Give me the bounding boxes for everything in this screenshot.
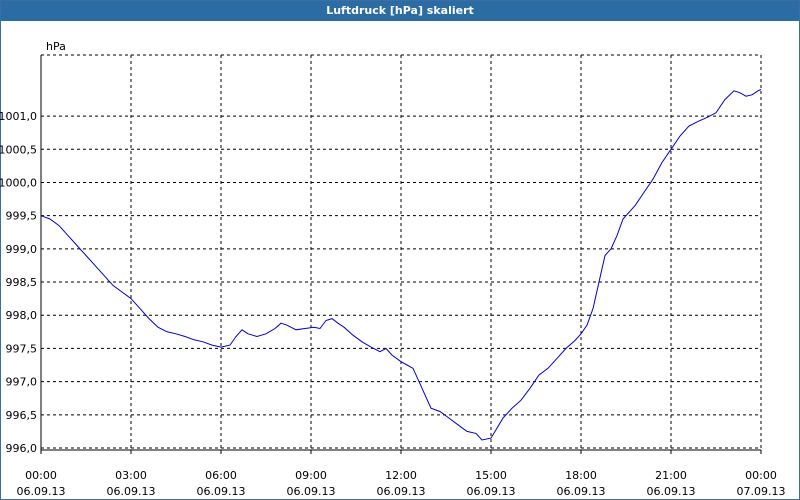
x-tick-time-label: 12:00 xyxy=(385,469,417,482)
y-tick-label: 1001,0 xyxy=(0,110,37,123)
y-tick-label: 998,5 xyxy=(6,276,38,289)
y-tick-label: 1000,5 xyxy=(0,143,37,156)
x-tick-date-label: 06.09.13 xyxy=(647,485,696,498)
series-layer xyxy=(40,89,762,441)
x-tick-time-label: 06:00 xyxy=(205,469,237,482)
y-tick-label: 999,5 xyxy=(6,210,38,223)
x-tick-time-label: 00:00 xyxy=(745,469,777,482)
x-tick-date-label: 06.09.13 xyxy=(197,485,246,498)
y-axis-unit-label: hPa xyxy=(46,40,66,53)
x-tick-time-label: 00:00 xyxy=(25,469,57,482)
chart-title: Luftdruck [hPa] skaliert xyxy=(1,1,799,21)
x-tick-time-label: 18:00 xyxy=(565,469,597,482)
pressure-series-line xyxy=(40,89,762,441)
y-tick-label: 999,0 xyxy=(6,243,38,256)
x-tick-time-label: 09:00 xyxy=(295,469,327,482)
y-tick-label: 1000,0 xyxy=(0,176,37,189)
y-tick-label: 997,0 xyxy=(6,376,38,389)
x-tick-time-label: 03:00 xyxy=(115,469,147,482)
x-tick-date-label: 07.09.13 xyxy=(737,485,786,498)
tick-label-layer: 996,0 996,5 997,0 997,5 998,0 998,5 999,0 999,5… xyxy=(0,110,785,498)
y-tick-label: 996,0 xyxy=(6,442,38,455)
x-tick-time-label: 15:00 xyxy=(475,469,507,482)
x-tick-date-label: 06.09.13 xyxy=(377,485,426,498)
x-tick-date-label: 06.09.13 xyxy=(17,485,66,498)
x-tick-date-label: 06.09.13 xyxy=(107,485,156,498)
x-tick-date-label: 06.09.13 xyxy=(557,485,606,498)
x-tick-date-label: 06.09.13 xyxy=(287,485,336,498)
x-tick-time-label: 21:00 xyxy=(655,469,687,482)
y-tick-label: 996,5 xyxy=(6,409,38,422)
x-tick-date-label: 06.09.13 xyxy=(467,485,516,498)
grid-layer xyxy=(40,54,762,454)
y-tick-label: 997,5 xyxy=(6,342,38,355)
y-tick-label: 998,0 xyxy=(6,309,38,322)
